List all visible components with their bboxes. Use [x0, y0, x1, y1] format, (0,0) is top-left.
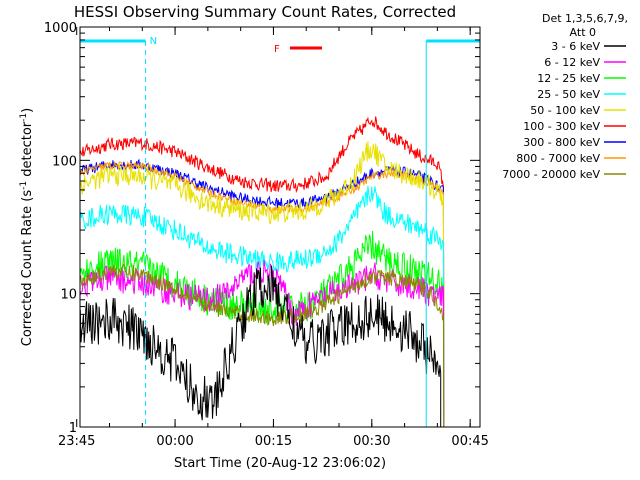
legend-label: 100 - 300 keV — [523, 120, 600, 133]
x-tick-label: 00:30 — [353, 434, 390, 449]
legend-label: 50 - 100 keV — [530, 104, 600, 117]
series-line — [80, 185, 445, 427]
night-label: N — [150, 36, 157, 47]
y-axis-label: Corrected Count Rate (s-1 detector-1) — [19, 108, 35, 346]
legend: Det 1,3,5,6,7,9,Att 03 - 6 keV 6 - 12 keV… — [502, 12, 628, 181]
series-line — [80, 259, 445, 427]
x-tick-label: 00:00 — [156, 434, 193, 449]
legend-label: 800 - 7000 keV — [516, 152, 600, 165]
series-line — [80, 262, 445, 427]
legend-header: Det 1,3,5,6,7,9, — [542, 12, 628, 25]
series-line — [80, 230, 445, 427]
flare-label: F — [274, 44, 280, 55]
y-tick-label: 100 — [52, 154, 77, 169]
plot-frame — [79, 26, 481, 428]
series-line — [80, 116, 445, 427]
axes-layer: 23:1523:3023:4500:0000:1500:3000:4511010… — [44, 21, 489, 449]
x-axis-label: Start Time (20-Aug-12 23:06:02) — [174, 456, 386, 471]
legend-label: 300 - 800 keV — [523, 136, 600, 149]
x-tick-label: 00:45 — [451, 434, 488, 449]
series-layer — [80, 116, 445, 427]
x-tick-label: 00:15 — [255, 434, 292, 449]
series-line — [80, 141, 445, 427]
legend-label: 7000 - 20000 keV — [502, 168, 600, 181]
legend-label: 6 - 12 keV — [544, 56, 600, 69]
series-line — [80, 265, 442, 427]
legend-header: Att 0 — [570, 26, 596, 39]
y-tick-label: 1 — [69, 421, 77, 436]
legend-label: 12 - 25 keV — [537, 72, 600, 85]
y-tick-label: 1000 — [44, 21, 77, 36]
legend-label: 25 - 50 keV — [537, 88, 600, 101]
chart-title: HESSI Observing Summary Count Rates, Cor… — [74, 3, 456, 21]
x-tick-label: 23:45 — [58, 434, 95, 449]
legend-label: 3 - 6 keV — [551, 40, 600, 53]
y-tick-label: 10 — [60, 288, 77, 303]
